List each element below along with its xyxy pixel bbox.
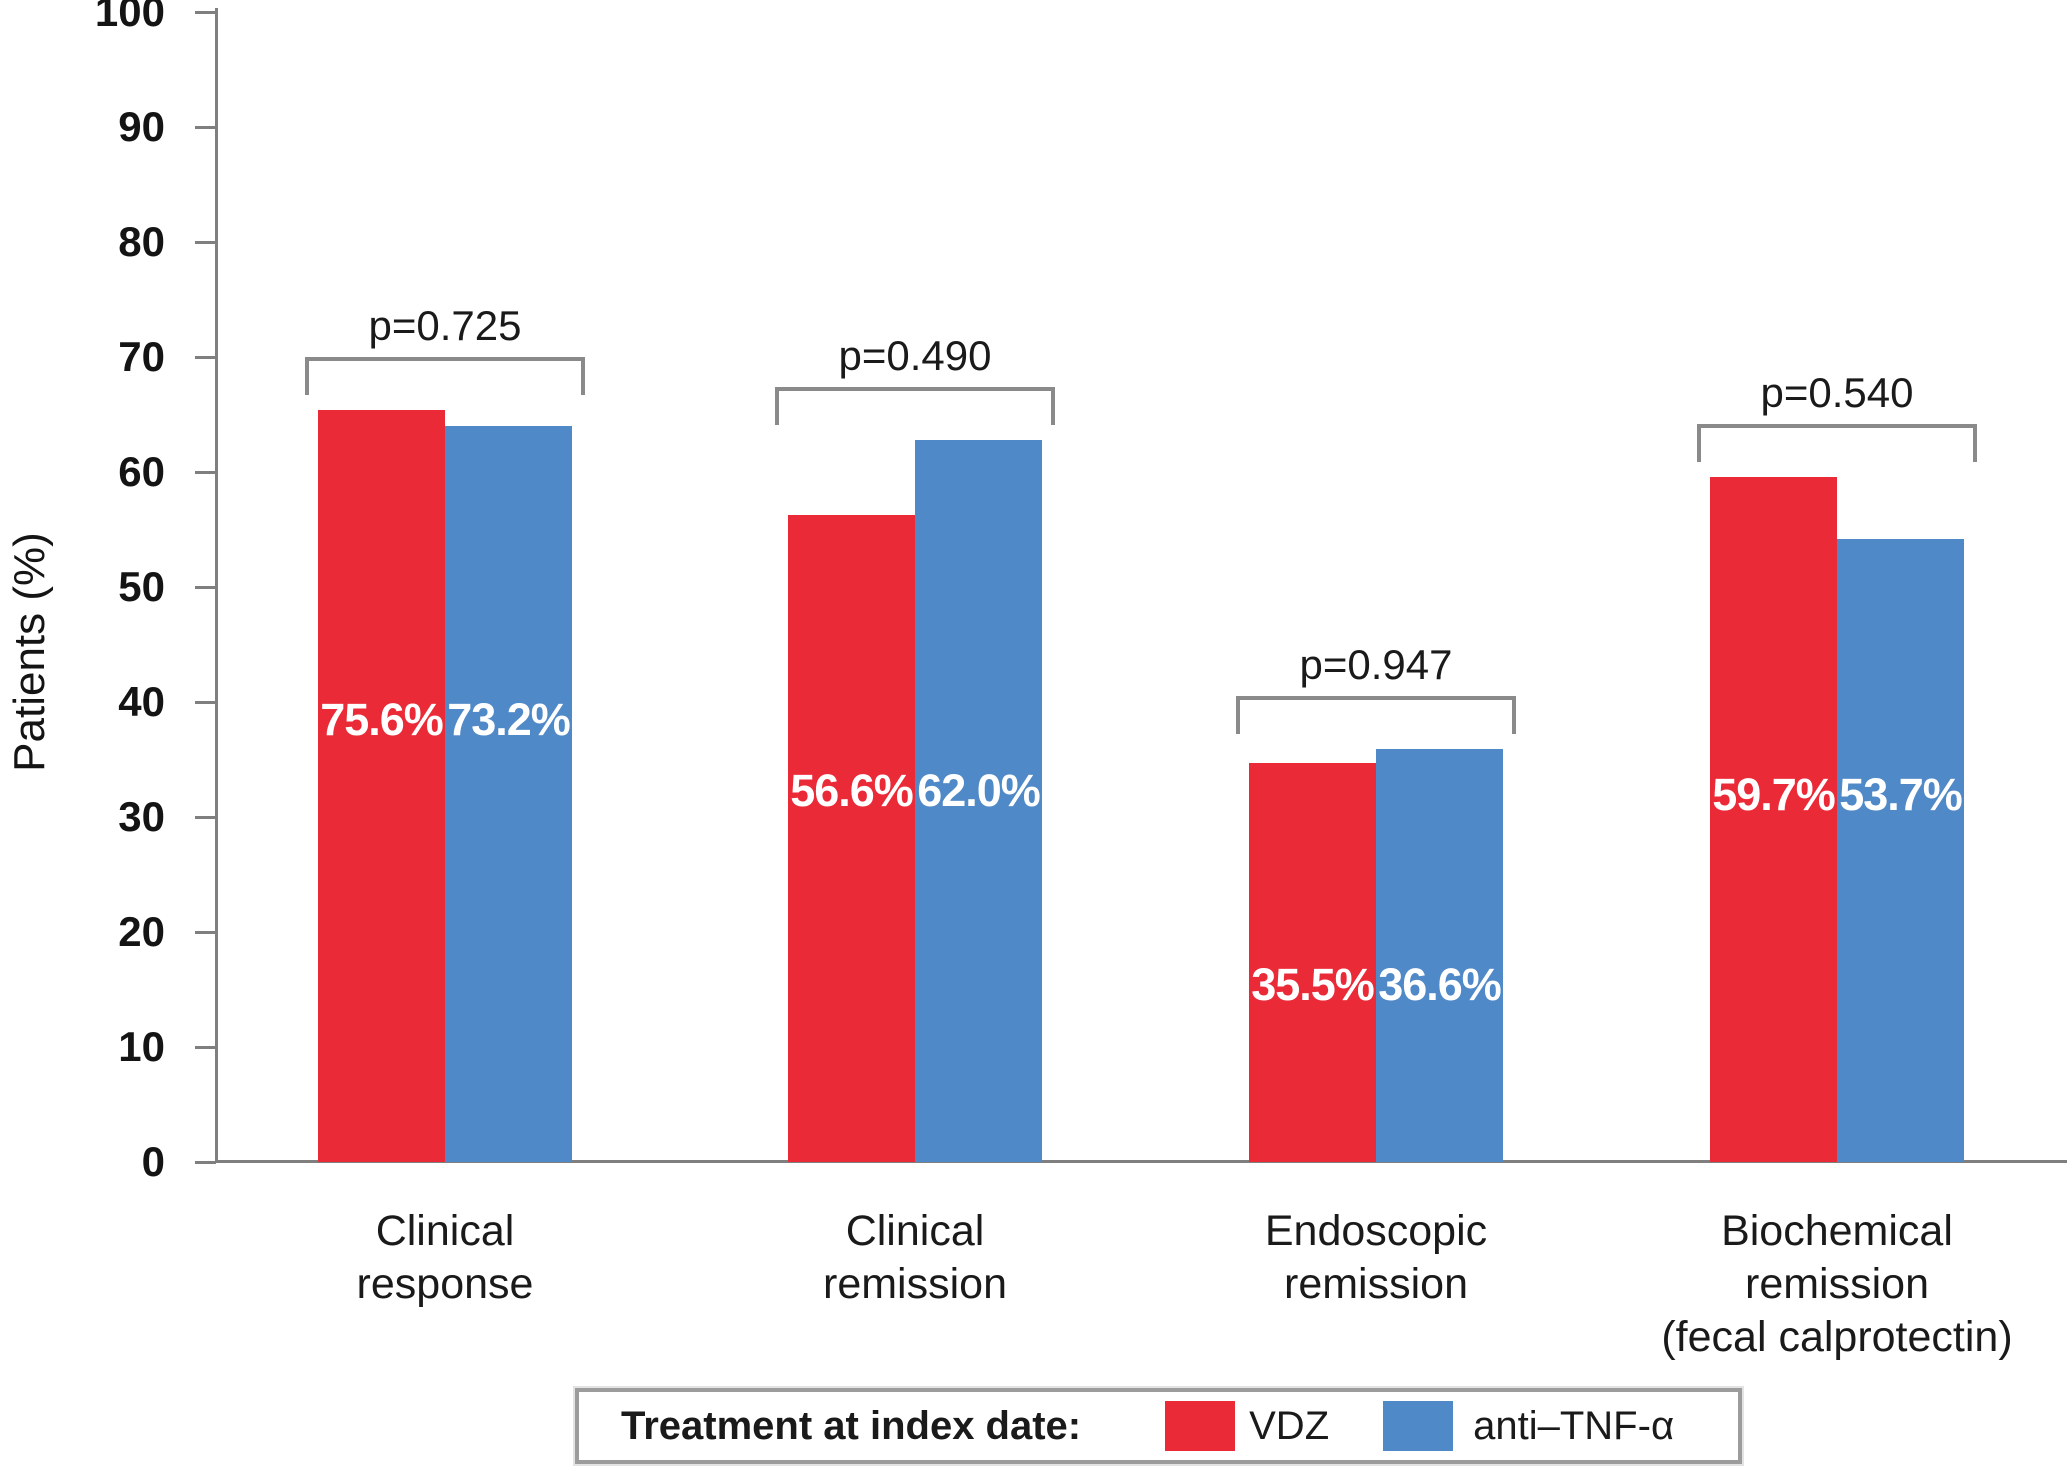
bar-vdz (318, 410, 445, 1162)
bar-value-label-vdz: 56.6% (790, 765, 914, 816)
bar-vdz (1710, 477, 1837, 1162)
y-tick-label: 20 (118, 908, 165, 955)
bar-value-label-vdz: 35.5% (1251, 959, 1375, 1010)
y-tick-label: 70 (118, 333, 165, 380)
legend-title: Treatment at index date: (621, 1403, 1082, 1448)
y-tick (195, 1046, 216, 1049)
y-tick (195, 356, 216, 359)
p-value-label: p=0.725 (368, 302, 522, 349)
y-tick (195, 471, 216, 474)
significance-bracket (1697, 424, 1977, 462)
y-tick (195, 931, 216, 934)
significance-bracket (775, 387, 1055, 425)
y-tick-label: 10 (118, 1023, 165, 1070)
bar-anti-tnf (1837, 539, 1964, 1162)
bar-anti-tnf (1376, 749, 1503, 1162)
significance-bracket (1236, 696, 1516, 734)
bar-anti-tnf (915, 440, 1042, 1162)
significance-bracket (305, 357, 585, 395)
bar-value-label-anti-tnf: 36.6% (1378, 959, 1502, 1010)
bar-vdz (1249, 763, 1376, 1162)
y-tick-label: 100 (94, 0, 165, 35)
p-value-label: p=0.947 (1299, 641, 1453, 688)
y-tick-label: 40 (118, 678, 165, 725)
bar-value-label-anti-tnf: 62.0% (917, 765, 1041, 816)
category-label-endoscopic-remission: Endoscopic remission (1264, 1207, 1488, 1308)
p-value-label: p=0.490 (838, 332, 992, 379)
y-tick-label: 0 (141, 1138, 165, 1185)
y-tick-label: 30 (118, 793, 165, 840)
y-tick (195, 11, 216, 14)
y-tick-label: 50 (118, 563, 165, 610)
bar-vdz (788, 515, 915, 1162)
y-tick (195, 701, 216, 704)
bar-value-label-vdz: 75.6% (320, 694, 444, 745)
y-tick (195, 586, 216, 589)
category-label-biochemical-remission: Biochemical remission (fecal calprotecti… (1661, 1207, 2013, 1361)
legend-entry-label-vdz: VDZ (1249, 1403, 1330, 1448)
category-label-clinical-remission: Clinical remission (823, 1207, 1007, 1308)
legend-swatch-anti-tnf-icon (1383, 1401, 1454, 1451)
y-axis-title: Patients (%) (5, 532, 54, 772)
y-tick-label: 80 (118, 218, 165, 265)
y-tick-label: 90 (118, 103, 165, 150)
category-label-clinical-response: Clinical response (356, 1207, 534, 1308)
legend-swatch-vdz-icon (1165, 1401, 1236, 1451)
x-axis-line (215, 1160, 2067, 1163)
y-axis-line (215, 8, 218, 1163)
bar-value-label-anti-tnf: 73.2% (447, 694, 571, 745)
y-tick (195, 816, 216, 819)
y-tick (195, 126, 216, 129)
y-tick (195, 1161, 216, 1164)
legend-entry-label-anti-tnf: anti–TNF-α (1473, 1403, 1675, 1448)
p-value-label: p=0.540 (1760, 369, 1914, 416)
y-tick (195, 241, 216, 244)
bar-value-label-anti-tnf: 53.7% (1839, 769, 1963, 820)
legend-box: Treatment at index date: VDZ anti–TNF-α (575, 1388, 1742, 1464)
y-tick-label: 60 (118, 448, 165, 495)
bar-value-label-vdz: 59.7% (1712, 769, 1836, 820)
bar-anti-tnf (445, 426, 572, 1162)
